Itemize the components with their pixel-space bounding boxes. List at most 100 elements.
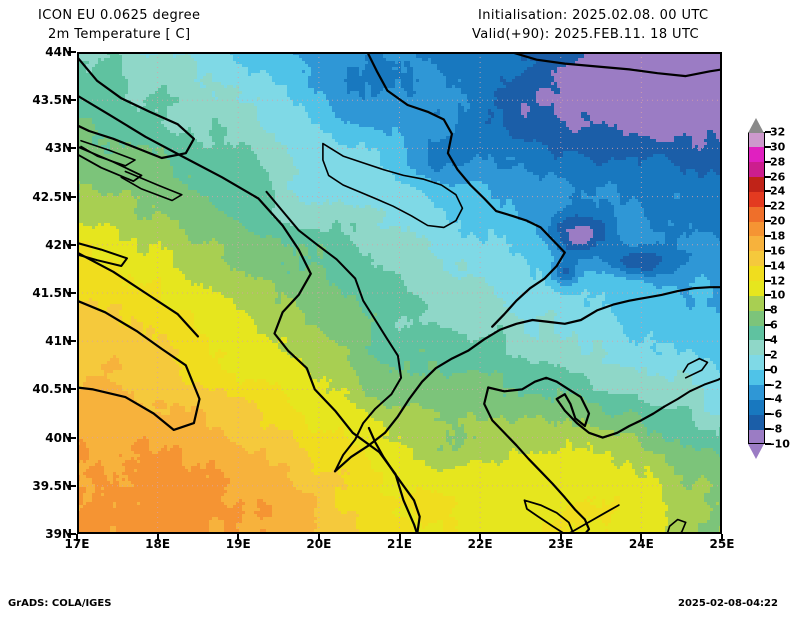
temperature-cell — [77, 94, 126, 98]
temperature-cell — [542, 523, 549, 527]
temperature-cell — [263, 427, 267, 431]
temperature-cell — [404, 490, 408, 494]
temperature-cell — [224, 520, 243, 524]
temperature-cell — [149, 448, 162, 452]
temperature-cell — [503, 112, 522, 116]
temperature-cell — [548, 145, 693, 149]
temperature-cell — [269, 73, 312, 77]
temperature-cell — [272, 184, 288, 188]
temperature-cell — [275, 199, 300, 203]
temperature-cell — [212, 121, 219, 125]
temperature-cell — [314, 511, 342, 515]
temperature-cell — [125, 478, 129, 482]
temperature-cell — [293, 175, 396, 179]
temperature-cell — [614, 208, 645, 212]
temperature-cell — [290, 466, 315, 470]
temperature-cell — [77, 529, 111, 533]
temperature-cell — [110, 55, 123, 59]
temperature-cell — [206, 424, 261, 428]
temperature-cell — [83, 499, 93, 503]
temperature-cell — [458, 118, 489, 122]
temperature-cell — [167, 157, 258, 161]
temperature-cell — [77, 349, 180, 353]
temperature-map-plot[interactable] — [77, 52, 722, 534]
temperature-cell — [206, 85, 225, 89]
temperature-cell — [83, 505, 114, 509]
temperature-cell — [449, 184, 456, 188]
temperature-cell — [215, 91, 243, 95]
temperature-cell — [386, 133, 393, 137]
temperature-cell — [320, 256, 324, 260]
temperature-cell — [665, 526, 699, 530]
temperature-cell — [143, 436, 147, 440]
temperature-cell — [266, 529, 315, 533]
temperature-cell — [344, 394, 366, 398]
temperature-cell — [134, 280, 153, 284]
temperature-cell — [77, 247, 93, 251]
temperature-cell — [200, 382, 240, 386]
temperature-cell — [110, 223, 180, 227]
temperature-cell — [509, 130, 573, 134]
temperature-cell — [449, 514, 564, 518]
temperature-cell — [698, 427, 720, 431]
temperature-cell — [464, 163, 498, 167]
temperature-cell — [407, 154, 429, 158]
temperature-cell — [356, 298, 423, 302]
temperature-cell — [371, 91, 381, 95]
temperature-cell — [134, 277, 159, 281]
temperature-cell — [530, 361, 540, 365]
temperature-colorbar[interactable] — [748, 132, 765, 445]
temperature-cell — [629, 244, 639, 248]
temperature-cell — [200, 82, 204, 86]
temperature-cell — [647, 469, 651, 473]
temperature-cell — [170, 307, 237, 311]
temperature-cell — [77, 301, 99, 305]
temperature-cell — [212, 286, 276, 290]
temperature-cell — [668, 223, 675, 227]
temperature-cell — [338, 199, 342, 203]
temperature-cell — [653, 349, 657, 353]
temperature-cell — [536, 232, 549, 236]
temperature-cell — [608, 352, 657, 356]
temperature-cell — [431, 490, 435, 494]
temperature-cell — [116, 529, 210, 533]
temperature-cell — [596, 244, 630, 248]
temperature-cell — [251, 148, 288, 152]
temperature-cell — [644, 424, 696, 428]
temperature-cell — [593, 445, 642, 449]
temperature-cell — [383, 472, 636, 476]
temperature-cell — [686, 232, 693, 236]
temperature-cell — [623, 241, 657, 245]
colorbar-tick-mark — [765, 368, 771, 371]
temperature-cell — [488, 154, 492, 158]
temperature-cell — [536, 268, 540, 272]
temperature-cell — [362, 253, 369, 257]
temperature-cell — [311, 121, 345, 125]
temperature-cell — [683, 475, 702, 479]
temperature-cell — [662, 259, 690, 263]
temperature-cell — [503, 298, 585, 302]
temperature-cell — [503, 124, 567, 128]
latitude-tick-label: 40N — [45, 430, 72, 445]
temperature-cell — [605, 226, 618, 230]
temperature-cell — [104, 136, 108, 140]
temperature-cell — [569, 181, 609, 185]
temperature-cell — [299, 169, 390, 173]
temperature-cell — [641, 160, 672, 164]
temperature-cell — [650, 337, 722, 341]
temperature-cell — [422, 406, 603, 410]
temperature-cell — [206, 421, 261, 425]
temperature-cell — [446, 79, 459, 83]
temperature-cell — [203, 76, 213, 80]
temperature-cell — [704, 175, 722, 179]
temperature-cell — [437, 256, 525, 260]
temperature-cell — [335, 388, 342, 392]
temperature-cell — [458, 109, 465, 113]
temperature-cell — [437, 181, 441, 185]
temperature-cell — [299, 55, 366, 59]
temperature-cell — [611, 265, 627, 269]
temperature-cell — [455, 433, 468, 437]
temperature-cell — [494, 370, 498, 374]
temperature-cell — [410, 403, 420, 407]
colorbar-tick-mark — [765, 131, 771, 133]
